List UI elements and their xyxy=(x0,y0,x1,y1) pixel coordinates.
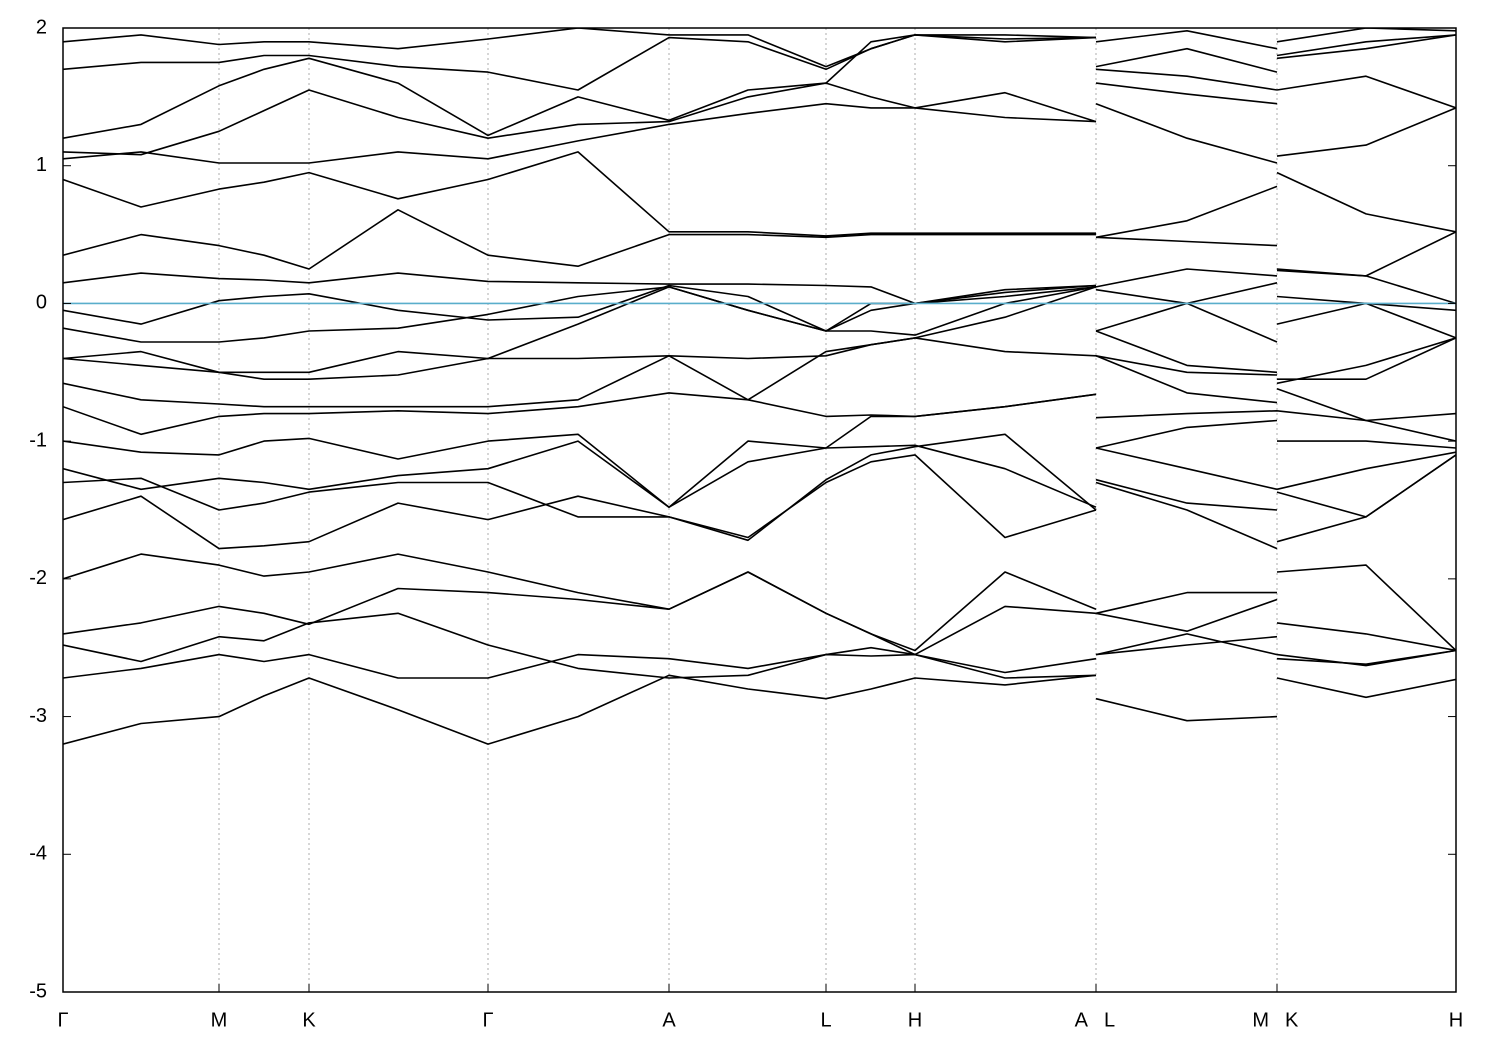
band-line xyxy=(63,75,1456,156)
y-tick-label: -4 xyxy=(29,843,47,865)
band-line xyxy=(63,674,1456,745)
y-tick-label: 1 xyxy=(36,154,47,176)
band-line xyxy=(63,28,1456,68)
band-line xyxy=(63,286,1456,385)
band-line xyxy=(63,433,1456,542)
y-tick-label: -3 xyxy=(29,705,47,727)
x-tick-label: A xyxy=(1075,1009,1089,1031)
band-line xyxy=(63,151,1456,239)
x-tick-label: L xyxy=(820,1009,831,1031)
x-tick-label: M xyxy=(211,1009,228,1031)
band-line xyxy=(63,286,1456,343)
y-tick-label: -5 xyxy=(29,980,47,1002)
band-line xyxy=(63,268,1456,305)
x-tick-label: M xyxy=(1252,1009,1269,1031)
x-tick-label: Γ xyxy=(57,1009,68,1031)
bands xyxy=(63,28,1456,745)
band-line xyxy=(63,102,1456,164)
x-tick-label: K xyxy=(1285,1009,1299,1031)
band-line xyxy=(63,209,1456,277)
band-line xyxy=(63,440,1456,508)
band-line xyxy=(63,605,1456,679)
x-tick-label: K xyxy=(302,1009,316,1031)
x-tick-label: H xyxy=(1449,1009,1463,1031)
band-line xyxy=(63,34,1456,139)
y-tick-label: -2 xyxy=(29,567,47,589)
y-tick-label: 2 xyxy=(36,16,47,38)
y-tick-label: -1 xyxy=(29,429,47,451)
band-line xyxy=(63,553,1456,652)
band-line xyxy=(63,282,1456,332)
band-line xyxy=(63,286,1456,380)
x-tick-label: Γ xyxy=(482,1009,493,1031)
band-line xyxy=(63,571,1456,679)
x-tick-label: H xyxy=(908,1009,922,1031)
plot-frame xyxy=(62,27,1457,993)
grid xyxy=(62,28,1457,992)
x-tick-label: A xyxy=(662,1009,676,1031)
x-tick-label: L xyxy=(1104,1009,1115,1031)
y-tick-label: 0 xyxy=(36,292,47,314)
